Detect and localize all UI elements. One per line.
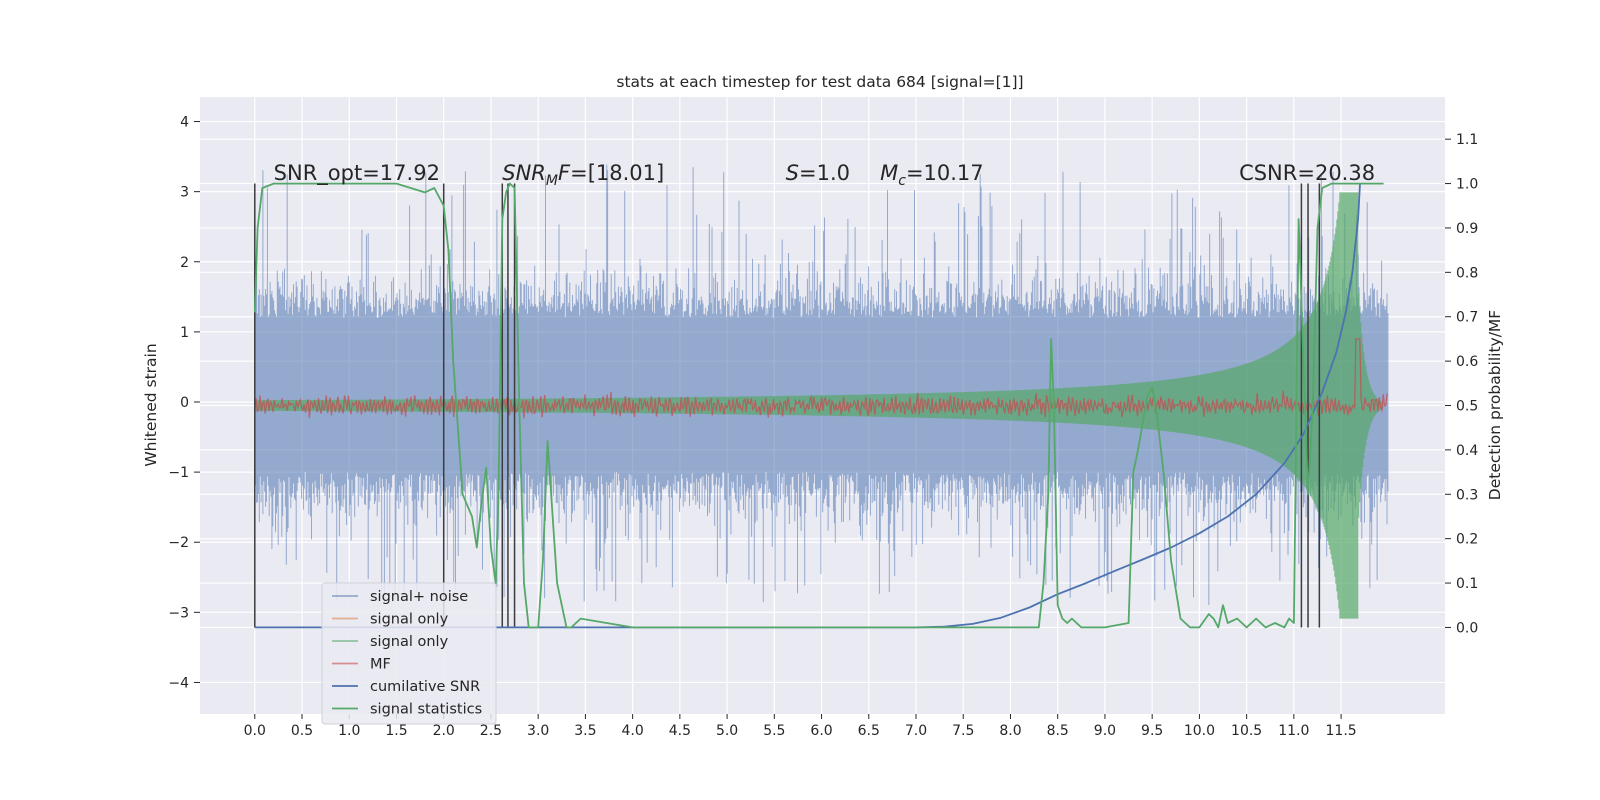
signal-statistics-line xyxy=(253,182,1384,629)
y-tick-label: 0 xyxy=(180,395,189,411)
x-tick-label: 2.5 xyxy=(480,723,502,739)
x-tick-label: 1.0 xyxy=(338,723,360,739)
x-tick-label: 11.0 xyxy=(1278,723,1309,739)
legend-entry-label: MF xyxy=(370,657,391,673)
y2-tick-label: 1.0 xyxy=(1456,177,1478,193)
x-tick-label: 5.5 xyxy=(763,723,785,739)
legend-entry-label: signal only xyxy=(370,634,449,650)
y2-tick-label: 0.5 xyxy=(1456,399,1478,415)
x-tick-label: 4.0 xyxy=(621,723,643,739)
y2-tick-label: 0.4 xyxy=(1456,443,1478,459)
x-tick-label: 7.0 xyxy=(905,723,927,739)
x-tick-label: 10.0 xyxy=(1184,723,1215,739)
y2-tick-label: 0.0 xyxy=(1456,620,1478,636)
legend-entry-label: cumilative SNR xyxy=(370,679,480,695)
y2-axis-label: Detection probability/MF xyxy=(1486,310,1504,501)
x-tick-label: 6.5 xyxy=(858,723,880,739)
x-tick-label: 9.0 xyxy=(1094,723,1116,739)
cumulative-snr-line xyxy=(254,183,1361,629)
x-tick-label: 8.5 xyxy=(1047,723,1069,739)
legend-frame xyxy=(321,582,497,725)
y-tick-label: −4 xyxy=(168,675,189,691)
x-tick-label: 0.0 xyxy=(244,723,266,739)
y2-tick-label: 1.1 xyxy=(1456,132,1478,148)
x-tick-label: 6.0 xyxy=(810,723,832,739)
legend-entry-label: signal statistics xyxy=(370,702,482,718)
y2-tick-label: 0.1 xyxy=(1456,576,1478,592)
annotation-snr-opt: SNR_opt=17.92 xyxy=(274,161,440,186)
annotation-s-val: S=1.0 xyxy=(786,161,850,185)
x-tick-label: 8.0 xyxy=(999,723,1021,739)
y2-tick-label: 0.7 xyxy=(1456,310,1478,326)
y2-tick-label: 0.8 xyxy=(1456,265,1478,281)
y-tick-label: 4 xyxy=(180,115,189,131)
annotations: SNR_opt=17.92 SNRMF=[18.01] S=1.0 Mc=10.17 C… xyxy=(274,161,1375,189)
y-tick-label: −1 xyxy=(168,465,189,481)
x-tick-label: 2.0 xyxy=(433,723,455,739)
annotation-snr-mf: SNRMF=[18.01] xyxy=(502,161,664,189)
legend-entry-label: signal only xyxy=(370,612,449,628)
x-tick-label: 3.5 xyxy=(574,723,596,739)
x-tick-label: 0.5 xyxy=(291,723,313,739)
legend-entry-label: signal+ noise xyxy=(370,589,468,605)
x-tick-label: 1.5 xyxy=(385,723,407,739)
y-tick-label: 2 xyxy=(180,255,189,271)
y-tick-label: −3 xyxy=(168,605,189,621)
series-lines xyxy=(253,182,1384,629)
y2-axis-ticks: 0.0 0.1 0.2 0.3 0.4 0.5 0.6 0.7 0.8 0.9 1.0 1.1 xyxy=(1445,132,1478,636)
y-axis-ticks: −4 −3 −2 −1 0 1 2 3 4 xyxy=(168,115,200,691)
vertical-markers xyxy=(254,183,1321,628)
y-axis-label: Whitened strain xyxy=(142,343,160,466)
chart-title: stats at each timestep for test data 684… xyxy=(616,73,1023,91)
x-tick-label: 9.5 xyxy=(1141,723,1163,739)
y2-tick-label: 0.3 xyxy=(1456,487,1478,503)
y2-tick-label: 0.9 xyxy=(1456,221,1478,237)
annotation-csnr: CSNR=20.38 xyxy=(1239,161,1375,185)
x-axis-ticks: 0.0 0.5 1.0 1.5 2.0 2.5 3.0 3.5 4.0 4.5 5.0 5.5 6.0 6… xyxy=(244,714,1357,739)
legend: signal+ noise signal only signal only MF cum… xyxy=(321,582,497,725)
y-tick-label: 3 xyxy=(180,185,189,201)
y2-tick-label: 0.6 xyxy=(1456,354,1478,370)
y2-tick-label: 0.2 xyxy=(1456,532,1478,548)
y-tick-label: −2 xyxy=(168,535,189,551)
x-tick-label: 10.5 xyxy=(1231,723,1262,739)
x-tick-label: 4.5 xyxy=(669,723,691,739)
annotation-mc-val: Mc=10.17 xyxy=(880,161,984,189)
x-tick-label: 11.5 xyxy=(1326,723,1357,739)
x-tick-label: 3.0 xyxy=(527,723,549,739)
x-tick-label: 5.0 xyxy=(716,723,738,739)
y-tick-label: 1 xyxy=(180,325,189,341)
x-tick-label: 7.5 xyxy=(952,723,974,739)
